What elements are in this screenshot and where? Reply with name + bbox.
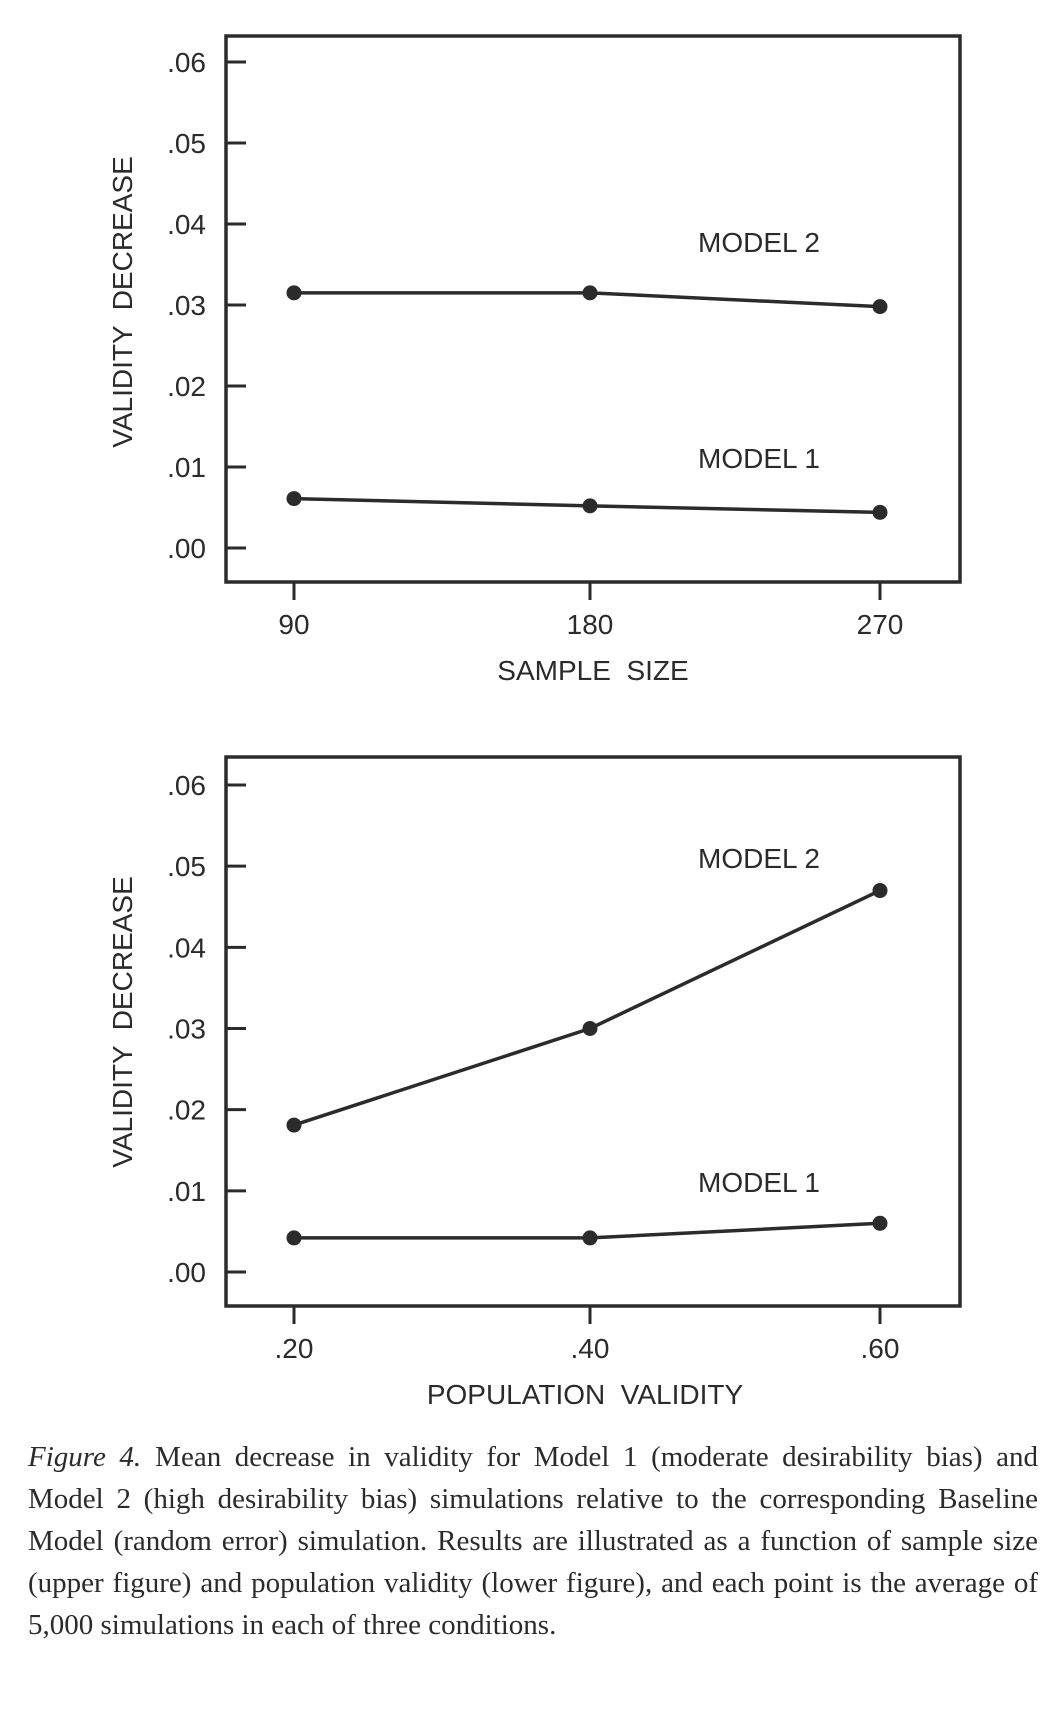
series-label: MODEL 1 bbox=[698, 1167, 820, 1198]
y-tick-label: .04 bbox=[167, 932, 206, 963]
figure-svg: .00 .01 .02 .03 .04 .05 .06 90 180 270 SAMPLE SIZE… bbox=[107, 34, 962, 1410]
x-axis-label: POPULATION VALIDITY bbox=[427, 1379, 744, 1410]
data-point bbox=[582, 285, 598, 301]
data-point bbox=[872, 504, 888, 520]
data-point bbox=[286, 1117, 302, 1133]
caption-text: Mean decrease in validity for Model 1 (m… bbox=[28, 1441, 1038, 1641]
x-tick-label: 90 bbox=[278, 609, 309, 640]
y-axis-label: VALIDITY DECREASE bbox=[107, 156, 138, 448]
chart-lower: .00 .01 .02 .03 .04 .05 .06 .20 .40 .60 POPULATION… bbox=[107, 755, 962, 1410]
plot-frame bbox=[224, 34, 962, 584]
y-tick-label: .03 bbox=[167, 290, 206, 321]
y-tick-label: .06 bbox=[167, 47, 206, 78]
x-tick-label: 270 bbox=[857, 609, 904, 640]
data-point bbox=[286, 1230, 302, 1246]
data-point bbox=[582, 1021, 598, 1036]
x-axis-label: SAMPLE SIZE bbox=[497, 655, 688, 686]
chart-upper: .00 .01 .02 .03 .04 .05 .06 90 180 270 SAMPLE SIZE… bbox=[107, 34, 962, 686]
data-point bbox=[872, 299, 888, 315]
plot-frame bbox=[224, 755, 962, 1308]
figure-caption: Figure 4. Mean decrease in validity for M… bbox=[28, 1436, 1038, 1646]
data-point bbox=[582, 1230, 598, 1246]
series-label: MODEL 2 bbox=[698, 227, 820, 258]
data-point bbox=[582, 498, 598, 514]
caption-label: Figure 4. bbox=[28, 1441, 142, 1473]
y-tick-label: .06 bbox=[167, 770, 206, 801]
y-tick-label: .00 bbox=[167, 1257, 206, 1288]
y-tick-label: .03 bbox=[167, 1014, 206, 1045]
y-tick-label: .02 bbox=[167, 1095, 206, 1126]
x-tick-label: .20 bbox=[275, 1333, 314, 1364]
data-point bbox=[286, 491, 302, 507]
data-point bbox=[872, 883, 888, 899]
x-tick-label: .60 bbox=[861, 1333, 900, 1364]
series-label: MODEL 1 bbox=[698, 443, 820, 474]
y-tick-label: .05 bbox=[167, 851, 206, 882]
data-point bbox=[286, 285, 302, 301]
y-tick-label: .05 bbox=[167, 128, 206, 159]
y-tick-label: .01 bbox=[167, 1176, 206, 1207]
y-axis-label: VALIDITY DECREASE bbox=[107, 876, 138, 1168]
y-tick-label: .00 bbox=[167, 533, 206, 564]
series-line bbox=[293, 888, 881, 1127]
x-tick-label: .40 bbox=[571, 1333, 610, 1364]
y-tick-label: .02 bbox=[167, 371, 206, 402]
x-tick-label: 180 bbox=[567, 609, 614, 640]
series-label: MODEL 2 bbox=[698, 843, 820, 874]
y-tick-label: .04 bbox=[167, 209, 206, 240]
y-tick-label: .01 bbox=[167, 452, 206, 483]
data-point bbox=[872, 1215, 888, 1231]
